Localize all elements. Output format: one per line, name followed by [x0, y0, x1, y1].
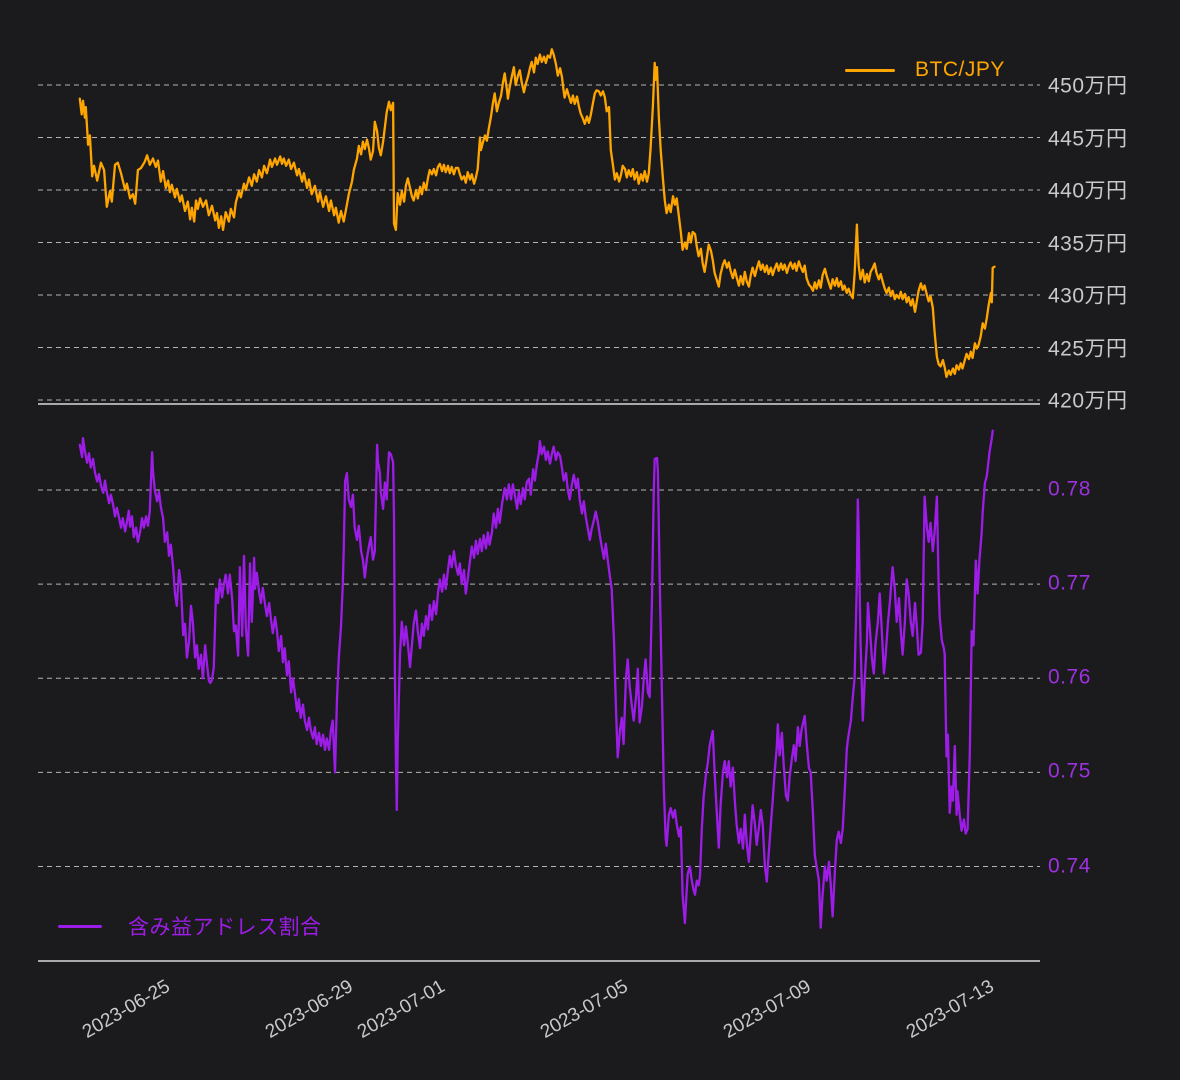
y-tick-label: 0.75: [1048, 759, 1091, 783]
y-tick-label: 440万円: [1048, 179, 1128, 203]
y-tick-label: 0.74: [1048, 854, 1091, 878]
legend-btc-jpy-label: BTC/JPY: [915, 58, 1005, 81]
addresses-in-profit-ratio-line: [78, 429, 994, 929]
y-tick-label: 0.77: [1048, 571, 1091, 595]
legend-profit-ratio: 含み益アドレス割合: [58, 911, 322, 941]
y-tick-label: 420万円: [1048, 389, 1128, 413]
btc-jpy-line-sample-icon: [845, 68, 895, 72]
profit-ratio-line-sample-icon: [58, 924, 102, 928]
y-tick-label: 435万円: [1048, 231, 1128, 255]
legend-profit-ratio-label: 含み益アドレス割合: [128, 916, 322, 939]
y-tick-label: 430万円: [1048, 284, 1128, 308]
y-tick-label: 425万円: [1048, 336, 1128, 360]
y-tick-label: 0.78: [1048, 477, 1091, 501]
y-tick-label: 445万円: [1048, 126, 1128, 150]
y-tick-label: 450万円: [1048, 74, 1128, 98]
y-tick-label: 0.76: [1048, 665, 1091, 689]
legend-btc-jpy: BTC/JPY: [845, 58, 1005, 82]
btc-jpy-price-line: [78, 48, 996, 379]
